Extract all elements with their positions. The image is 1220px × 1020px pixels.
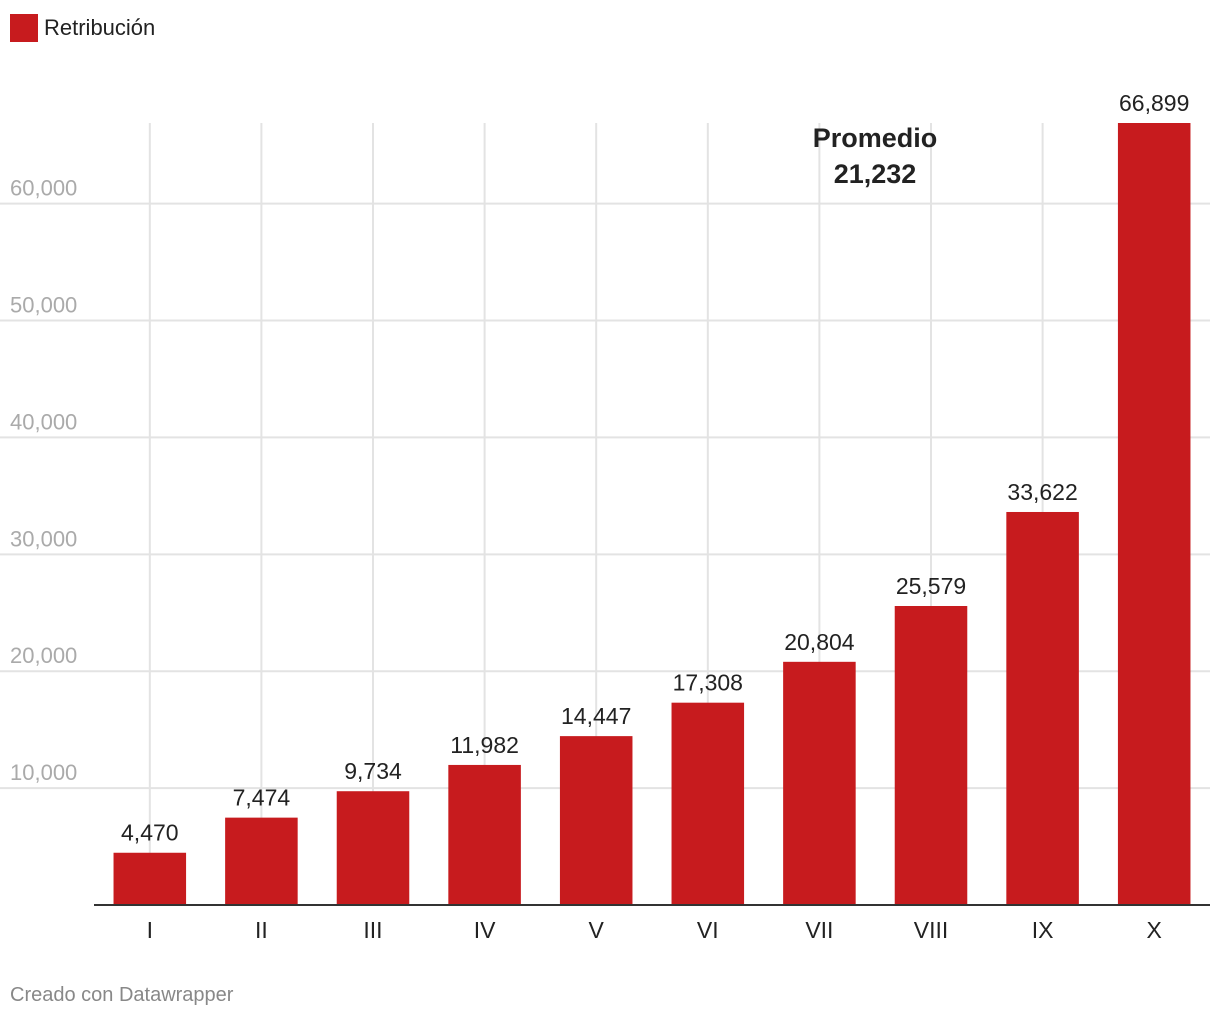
y-tick-label: 60,000 bbox=[10, 176, 77, 201]
x-tick-label: X bbox=[1147, 917, 1162, 943]
bar-value-label: 17,308 bbox=[673, 670, 743, 696]
bar bbox=[225, 817, 298, 905]
x-tick-label: II bbox=[255, 917, 268, 943]
bar-value-label: 25,579 bbox=[896, 573, 966, 599]
bar-value-label: 11,982 bbox=[450, 732, 519, 758]
y-tick-label: 10,000 bbox=[10, 760, 77, 785]
bar-value-label: 66,899 bbox=[1119, 90, 1189, 116]
y-tick-label: 30,000 bbox=[10, 526, 77, 551]
bar-value-label: 14,447 bbox=[561, 703, 631, 729]
bar bbox=[113, 852, 187, 905]
x-tick-label: VI bbox=[697, 917, 719, 943]
x-tick-label: IX bbox=[1032, 917, 1054, 943]
bar-value-label: 33,622 bbox=[1007, 479, 1077, 505]
x-tick-label: V bbox=[589, 917, 605, 943]
x-tick-label: IV bbox=[474, 917, 496, 943]
bar-value-label: 20,804 bbox=[784, 629, 855, 655]
x-tick-label: VIII bbox=[914, 917, 949, 943]
bar-value-label: 7,474 bbox=[233, 785, 291, 811]
bar-value-label: 9,734 bbox=[344, 758, 402, 784]
bar bbox=[448, 764, 521, 905]
x-tick-label: III bbox=[363, 917, 382, 943]
bar bbox=[783, 661, 856, 905]
bar-value-label: 4,470 bbox=[121, 820, 179, 846]
bar bbox=[671, 702, 745, 905]
bar bbox=[894, 606, 968, 905]
average-annotation-label: Promedio bbox=[813, 123, 938, 153]
x-tick-label: VII bbox=[805, 917, 833, 943]
y-tick-label: 20,000 bbox=[10, 643, 77, 668]
legend-label: Retribución bbox=[44, 15, 156, 40]
average-annotation-value: 21,232 bbox=[834, 159, 917, 189]
bar bbox=[1117, 123, 1191, 905]
y-tick-label: 40,000 bbox=[10, 409, 77, 434]
y-tick-label: 50,000 bbox=[10, 293, 77, 318]
bar bbox=[336, 791, 410, 905]
legend: Retribución bbox=[10, 14, 155, 42]
x-tick-label: I bbox=[147, 917, 153, 943]
footer-credit: Creado con Datawrapper bbox=[10, 984, 234, 1006]
bar bbox=[559, 736, 633, 905]
legend-swatch bbox=[10, 14, 38, 42]
bar bbox=[1006, 511, 1079, 905]
